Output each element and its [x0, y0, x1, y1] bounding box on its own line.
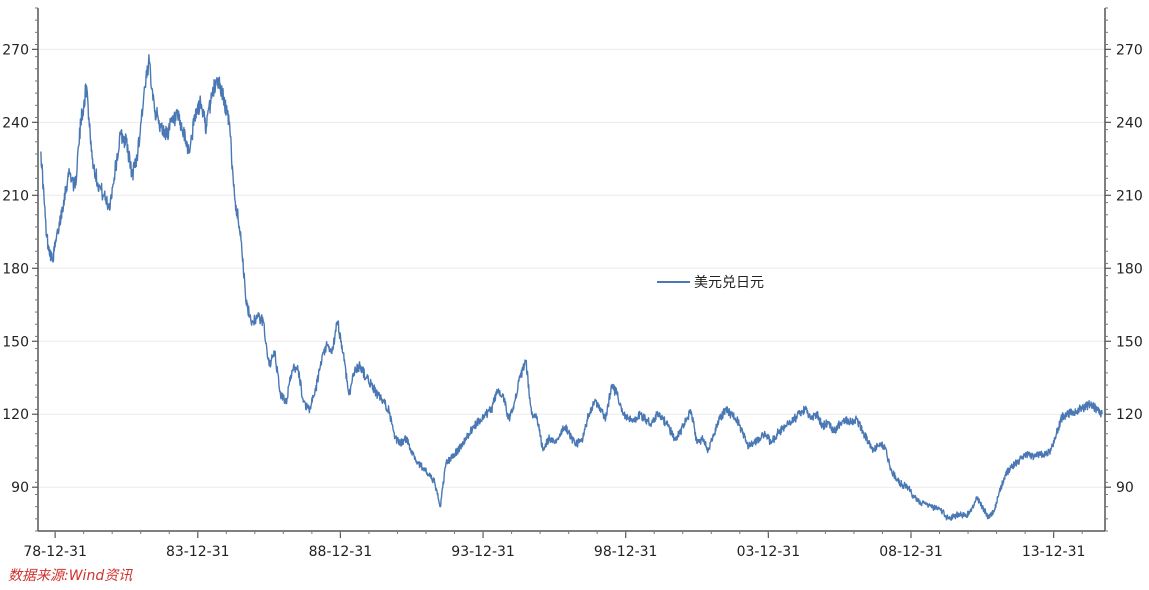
y-tick-label-left: 210	[2, 188, 29, 204]
y-tick-label-right: 120	[1116, 407, 1143, 423]
x-tick-label: 98-12-31	[594, 544, 658, 560]
axes	[37, 8, 1106, 532]
x-axis: 78-12-31 83-12-31 88-12-31 93-12-31 98-12-31…	[23, 531, 1085, 560]
y-tick-label-right: 180	[1116, 261, 1143, 277]
y-tick-label-left: 150	[2, 334, 29, 350]
y-tick-label-left: 90	[11, 480, 29, 496]
x-tick-label: 03-12-31	[737, 544, 801, 560]
legend: 美元兑日元	[657, 275, 764, 291]
y-tick-label-left: 240	[2, 115, 29, 131]
y-tick-label-right: 210	[1116, 188, 1143, 204]
gridlines	[38, 48, 1105, 488]
legend-label: 美元兑日元	[694, 275, 764, 291]
y-tick-label-right: 240	[1116, 115, 1143, 131]
y-axis-left: 90 120 150 180 210 240 270	[2, 7, 38, 532]
x-tick-label: 88-12-31	[309, 544, 373, 560]
y-axis-right: 90 120 150 180 210 240 270	[1105, 7, 1143, 532]
series-line-0	[40, 54, 1103, 521]
y-tick-label-right: 270	[1116, 42, 1143, 58]
x-tick-label: 78-12-31	[23, 544, 87, 560]
x-tick-label: 13-12-31	[1022, 544, 1086, 560]
y-tick-label-left: 180	[2, 261, 29, 277]
y-tick-label-left: 120	[2, 407, 29, 423]
x-tick-label: 83-12-31	[166, 544, 230, 560]
x-tick-label: 93-12-31	[451, 544, 515, 560]
y-tick-label-right: 90	[1116, 480, 1134, 496]
series-group	[40, 54, 1103, 521]
x-tick-label: 08-12-31	[879, 544, 943, 560]
source-note: 数据来源:Wind资讯	[8, 568, 133, 584]
y-tick-label-right: 150	[1116, 334, 1143, 350]
y-tick-label-left: 270	[2, 42, 29, 58]
